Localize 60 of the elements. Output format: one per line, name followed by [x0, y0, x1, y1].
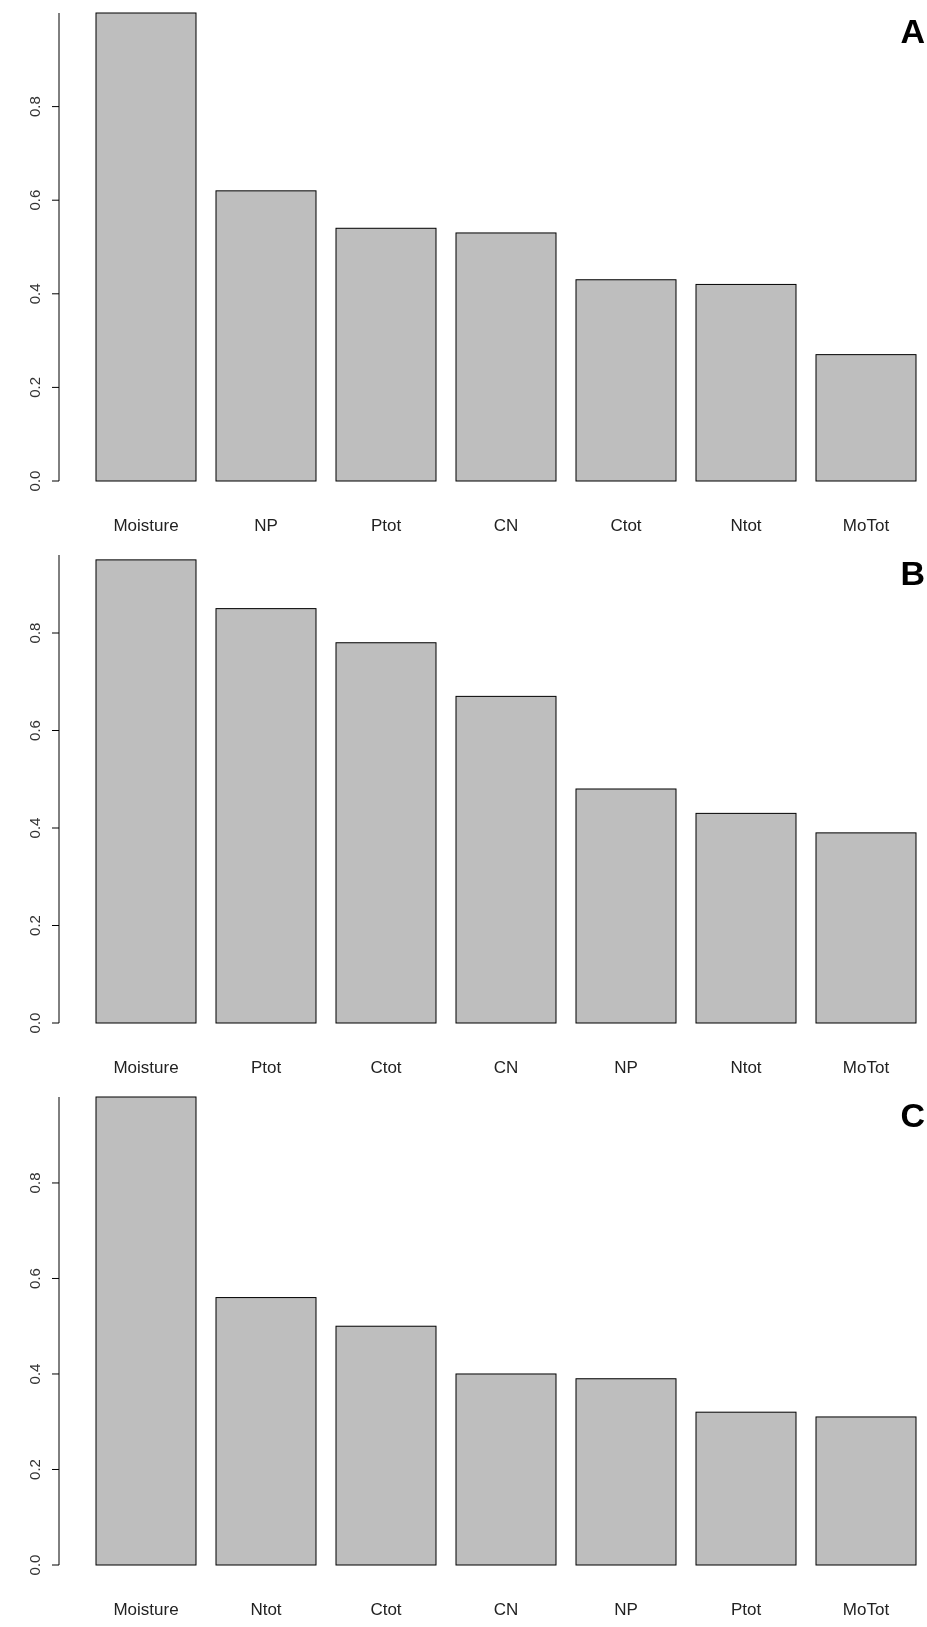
x-tick-label: CN [493, 1600, 519, 1619]
bar [695, 283, 797, 482]
bar [335, 227, 437, 482]
bar [95, 12, 197, 482]
y-tick-label: 0.6 [26, 189, 43, 211]
x-tick-label: Ptot [250, 1058, 282, 1077]
y-tick-label: 0.8 [26, 1172, 43, 1194]
bar [815, 354, 917, 482]
y-tick-label: 0.4 [26, 283, 43, 305]
x-tick-label: Ptot [370, 516, 402, 535]
x-tick-label: MoTot [842, 516, 890, 535]
x-tick-label: CN [493, 1058, 519, 1077]
x-tick-label: MoTot [842, 1600, 890, 1619]
bar [455, 695, 557, 1024]
chart-title: B [900, 554, 925, 592]
x-tick-label: Ntot [250, 1600, 282, 1619]
x-tick-label: NP [614, 1058, 638, 1077]
bar [815, 832, 917, 1024]
bar [215, 190, 317, 482]
bar [335, 642, 437, 1024]
x-tick-label: NP [614, 1600, 638, 1619]
y-tick-label: 0.0 [26, 470, 43, 492]
y-tick-label: 0.0 [26, 1012, 43, 1034]
bar [575, 788, 677, 1024]
bar [575, 279, 677, 482]
y-tick-label: 0.6 [26, 1268, 43, 1289]
x-tick-label: Ctot [370, 1058, 402, 1077]
x-tick-label: Ntot [730, 516, 762, 535]
y-tick-label: 0.4 [26, 1363, 43, 1385]
x-tick-label: Ntot [730, 1058, 762, 1077]
y-tick-label: 0.6 [26, 720, 43, 741]
x-tick-label: Ctot [370, 1600, 402, 1619]
chart-title: A [900, 12, 925, 50]
bar [815, 1416, 917, 1566]
bar [215, 1297, 317, 1566]
bar [695, 1411, 797, 1566]
x-tick-label: Moisture [113, 1058, 179, 1077]
bar [95, 1096, 197, 1566]
bar [575, 1378, 677, 1566]
y-tick-label: 0.2 [26, 376, 43, 398]
y-tick-label: 0.8 [26, 96, 43, 118]
x-tick-label: Moisture [113, 516, 179, 535]
bar [95, 559, 197, 1024]
bar [455, 232, 557, 482]
y-tick-label: 0.4 [26, 817, 43, 839]
y-tick-label: 0.2 [26, 1459, 43, 1480]
y-tick-label: 0.2 [26, 915, 43, 936]
bar [695, 812, 797, 1024]
bar [215, 608, 317, 1024]
bar [335, 1325, 437, 1566]
x-tick-label: CN [493, 516, 519, 535]
x-tick-label: NP [254, 516, 278, 535]
bar [455, 1373, 557, 1566]
y-tick-label: 0.8 [26, 622, 43, 644]
x-tick-label: Ptot [730, 1600, 762, 1619]
y-tick-label: 0.0 [26, 1554, 43, 1576]
x-tick-label: MoTot [842, 1058, 890, 1077]
chart-title: C [900, 1096, 925, 1134]
x-tick-label: Moisture [113, 1600, 179, 1619]
x-tick-label: Ctot [610, 516, 642, 535]
